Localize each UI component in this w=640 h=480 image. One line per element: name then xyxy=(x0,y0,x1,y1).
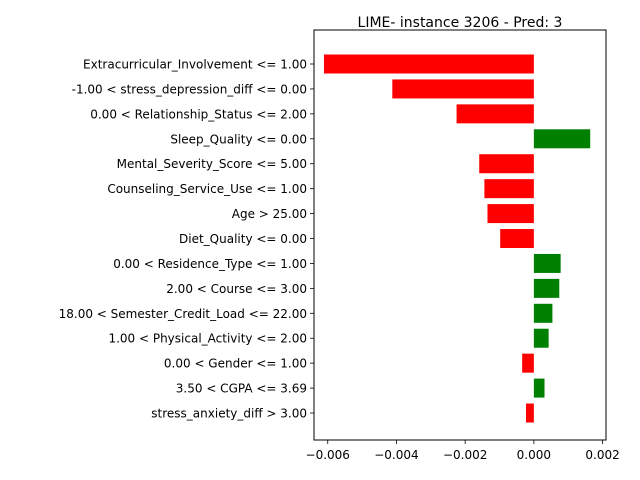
y-tick-label: Sleep_Quality <= 0.00 xyxy=(170,132,307,146)
y-tick-label: 0.00 < Gender <= 1.00 xyxy=(164,357,307,371)
y-tick-label: 0.00 < Relationship_Status <= 2.00 xyxy=(90,107,307,121)
bar-11 xyxy=(533,328,549,348)
bar-14 xyxy=(525,403,534,423)
bar-10 xyxy=(533,303,553,323)
x-ticks: −0.006 −0.004 −0.002 0.000 0.002 xyxy=(306,440,620,462)
chart-title: LIME- instance 3206 - Pred: 3 xyxy=(358,15,563,31)
y-tick-label: 2.00 < Course <= 3.00 xyxy=(166,282,307,296)
bar-6 xyxy=(487,204,534,224)
bar-3 xyxy=(533,129,591,149)
bars xyxy=(323,54,591,423)
bar-12 xyxy=(522,353,534,373)
bar-8 xyxy=(533,253,561,273)
x-tick-label: −0.002 xyxy=(443,448,487,462)
bar-9 xyxy=(533,278,560,298)
y-tick-label: Diet_Quality <= 0.00 xyxy=(179,232,307,246)
y-tick-labels: Extracurricular_Involvement <= 1.00 -1.00… xyxy=(59,58,314,421)
y-tick-label: Counseling_Service_Use <= 1.00 xyxy=(107,182,307,196)
bar-13 xyxy=(533,378,545,398)
bar-0 xyxy=(323,54,534,74)
x-tick-label: 0.000 xyxy=(517,448,551,462)
y-tick-label: 18.00 < Semester_Credit_Load <= 22.00 xyxy=(59,307,307,321)
bar-1 xyxy=(392,79,534,99)
x-tick-label: −0.004 xyxy=(374,448,418,462)
y-tick-label: -1.00 < stress_depression_diff <= 0.00 xyxy=(72,82,307,96)
y-tick-label: Age > 25.00 xyxy=(232,207,307,221)
y-tick-label: 3.50 < CGPA <= 3.69 xyxy=(176,382,307,396)
y-tick-label: Extracurricular_Involvement <= 1.00 xyxy=(83,58,307,72)
bar-7 xyxy=(500,229,534,249)
x-tick-label: 0.002 xyxy=(585,448,619,462)
y-tick-label: Mental_Severity_Score <= 5.00 xyxy=(117,157,307,171)
x-tick-label: −0.006 xyxy=(306,448,350,462)
y-tick-label: stress_anxiety_diff > 3.00 xyxy=(151,407,307,421)
plot-frame xyxy=(313,29,607,441)
y-tick-label: 1.00 < Physical_Activity <= 2.00 xyxy=(108,332,307,346)
bar-4 xyxy=(479,154,534,174)
bar-5 xyxy=(484,179,534,199)
bar-2 xyxy=(456,104,534,124)
y-tick-label: 0.00 < Residence_Type <= 1.00 xyxy=(113,257,307,271)
